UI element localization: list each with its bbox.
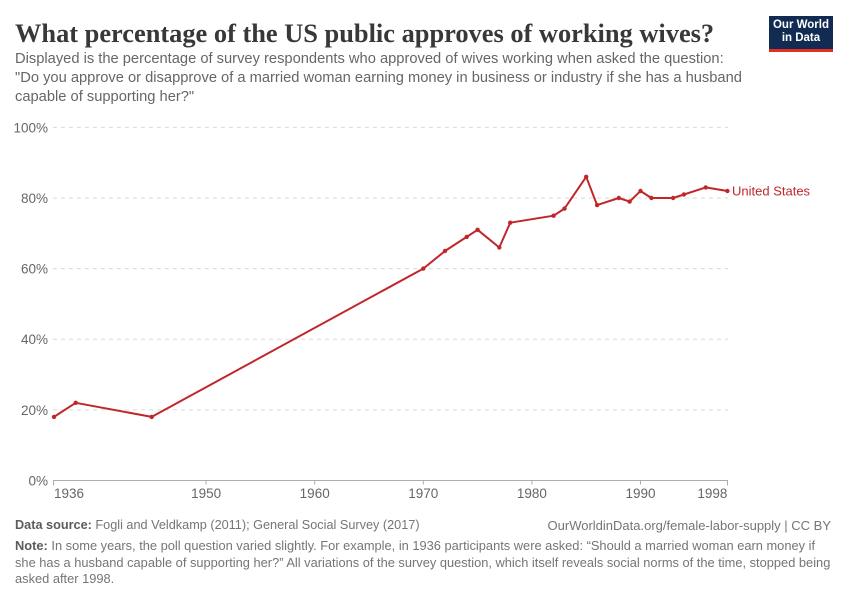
- svg-text:60%: 60%: [21, 262, 48, 277]
- svg-text:40%: 40%: [21, 332, 48, 347]
- svg-text:1970: 1970: [408, 486, 438, 501]
- svg-text:20%: 20%: [21, 403, 48, 418]
- svg-text:1936: 1936: [54, 486, 84, 501]
- svg-text:80%: 80%: [21, 191, 48, 206]
- svg-text:1998: 1998: [697, 486, 727, 501]
- svg-text:1980: 1980: [517, 486, 547, 501]
- svg-text:100%: 100%: [13, 120, 48, 135]
- svg-text:United States: United States: [732, 184, 811, 199]
- svg-text:1950: 1950: [191, 486, 221, 501]
- svg-text:0%: 0%: [28, 473, 48, 488]
- svg-text:1960: 1960: [300, 486, 330, 501]
- svg-text:1990: 1990: [625, 486, 655, 501]
